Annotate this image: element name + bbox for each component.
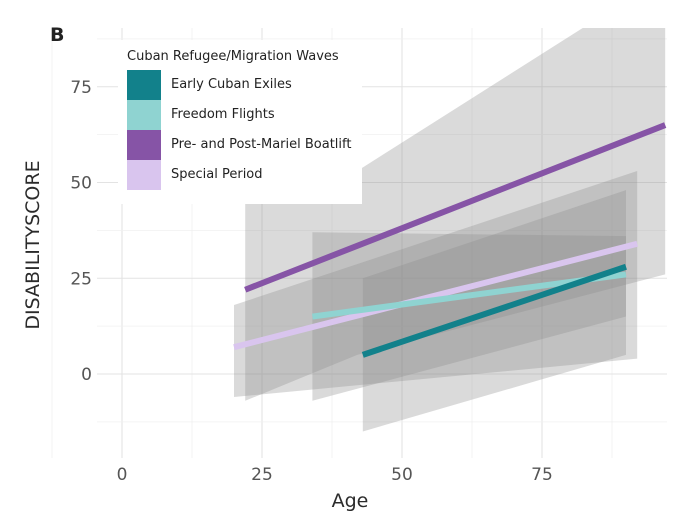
- x-tick-label: 75: [531, 465, 553, 485]
- series-line-2: [244, 122, 667, 293]
- x-tick-label: 50: [391, 465, 413, 485]
- y-tick-label: 25: [70, 269, 92, 289]
- x-tick-labels: 0 25 50 75: [117, 465, 553, 485]
- legend-swatch: [127, 100, 161, 130]
- series-lines: [233, 122, 667, 358]
- legend-label: Early Cuban Exiles: [171, 77, 292, 92]
- legend-label: Freedom Flights: [171, 107, 275, 122]
- confidence-band-2: [245, 28, 666, 401]
- legend: Cuban Refugee/Migration Waves Early Cuba…: [118, 40, 362, 204]
- legend-label: Pre- and Post-Mariel Boatlift: [171, 137, 352, 152]
- x-axis-label: Age: [331, 490, 369, 512]
- legend-swatch: [127, 70, 161, 100]
- confidence-band-3: [234, 171, 638, 397]
- x-tick-label: 0: [117, 465, 128, 485]
- x-tick-label: 25: [251, 465, 273, 485]
- y-tick-labels: 0 25 50 75: [70, 78, 92, 385]
- panel-label: B: [50, 24, 65, 46]
- legend-title: Cuban Refugee/Migration Waves: [127, 49, 339, 64]
- y-tick-label: 50: [70, 174, 92, 194]
- y-axis-label: DISABILITYSCORE: [22, 160, 44, 330]
- legend-swatch: [127, 130, 161, 160]
- y-tick-label: 0: [81, 365, 92, 385]
- legend-swatch: [127, 160, 161, 190]
- grid-lines: [51, 28, 667, 458]
- series-line-3: [233, 240, 638, 351]
- series-line-0: [361, 263, 627, 358]
- legend-label: Special Period: [171, 167, 263, 182]
- y-tick-label: 75: [70, 78, 92, 98]
